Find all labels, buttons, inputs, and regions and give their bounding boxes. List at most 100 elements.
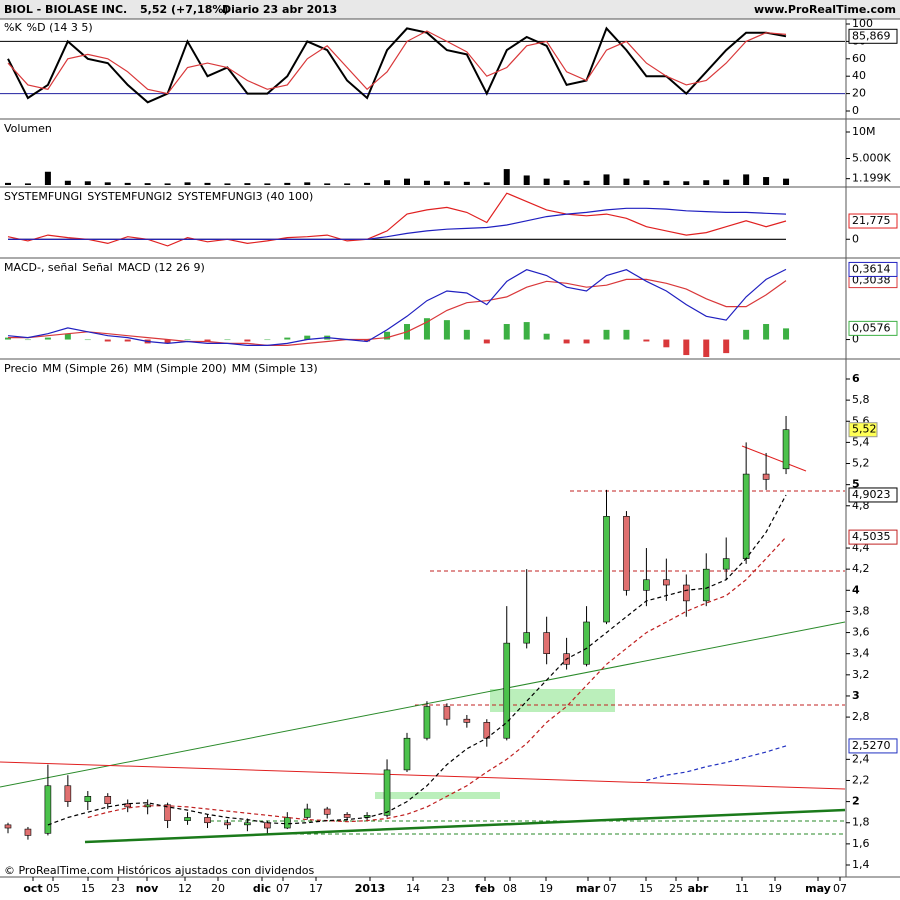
legend-entry: MACD-, señal xyxy=(4,261,77,274)
x-tick-label: 19 xyxy=(539,882,553,895)
candle-body xyxy=(742,473,750,559)
x-tick-label: 07 xyxy=(276,882,290,895)
x-tick-label: dic xyxy=(253,882,271,895)
legend-entry: SYSTEMFUNGI3 (40 100) xyxy=(177,190,313,203)
zone xyxy=(375,792,500,799)
candle-body xyxy=(782,429,790,470)
panel-frames xyxy=(0,18,900,878)
y-tick-label: 100 xyxy=(852,17,873,30)
candle-body xyxy=(583,621,590,665)
candle-body xyxy=(124,803,131,808)
bar xyxy=(603,174,610,185)
bar xyxy=(384,180,391,185)
bar xyxy=(5,182,11,185)
bar xyxy=(264,183,271,185)
legend-entry: SYSTEMFUNGI xyxy=(4,190,82,203)
candle-body xyxy=(523,632,531,644)
y-tick-label: 20 xyxy=(852,87,866,100)
candle-body xyxy=(4,824,12,829)
legend-entry: MM (Simple 13) xyxy=(232,362,318,375)
last-value-label: 0,0576 xyxy=(852,321,891,334)
y-tick-label: 6 xyxy=(852,372,860,385)
bar xyxy=(743,174,750,185)
bar xyxy=(244,183,251,185)
x-tick-label: 23 xyxy=(111,882,125,895)
legend-entry: Precio xyxy=(4,362,38,375)
x-tick-label: 12 xyxy=(178,882,192,895)
series-line xyxy=(7,30,787,95)
candle-body xyxy=(722,558,730,570)
bar xyxy=(384,331,391,340)
bar xyxy=(5,337,11,340)
bar xyxy=(184,182,191,185)
bar xyxy=(244,339,251,342)
last-value-box xyxy=(848,320,898,336)
bar xyxy=(24,339,31,341)
bar xyxy=(64,180,71,185)
last-value-box xyxy=(848,487,898,503)
last-value-label: 4,5035 xyxy=(852,530,891,543)
last-value-box xyxy=(848,529,898,545)
y-tick-label: 4,2 xyxy=(852,562,870,575)
trend-line xyxy=(0,621,846,788)
site: www.ProRealTime.com xyxy=(754,3,896,16)
candle-body xyxy=(323,808,331,815)
bar xyxy=(503,169,510,185)
candle-body xyxy=(503,642,511,739)
y-tick-label: 0 xyxy=(852,232,859,245)
y-tick-label: 4 xyxy=(852,583,860,596)
bar xyxy=(44,171,51,185)
y-tick-label: 60 xyxy=(852,52,866,65)
candle-body xyxy=(303,808,311,818)
bar xyxy=(124,182,131,185)
candle-body xyxy=(164,804,171,821)
x-tick-label: mar xyxy=(576,882,601,895)
y-tick-label: 2,8 xyxy=(852,710,870,723)
bar xyxy=(763,177,770,185)
legend-entry: %D (14 3 5) xyxy=(27,21,93,34)
x-tick-label: 23 xyxy=(441,882,455,895)
last-value-box xyxy=(848,261,898,277)
legend-entry: %K xyxy=(4,21,22,34)
candle-body xyxy=(623,516,630,591)
legend-entry: SYSTEMFUNGI2 xyxy=(87,190,172,203)
candle-body xyxy=(244,822,251,826)
bar xyxy=(144,183,151,185)
bar xyxy=(284,337,291,340)
bar xyxy=(364,339,371,342)
series-line xyxy=(87,536,787,823)
last-value-label: 21,775 xyxy=(852,214,891,227)
candle-body xyxy=(403,737,411,771)
candle-body xyxy=(104,796,112,805)
symbol: BIOL - BIOLASE INC. xyxy=(4,3,127,16)
y-tick-label: 0 xyxy=(852,104,859,117)
bar xyxy=(703,180,710,185)
series-line xyxy=(646,745,787,782)
bar xyxy=(44,337,51,340)
bar xyxy=(104,339,111,342)
bar xyxy=(743,329,750,340)
bar xyxy=(483,182,490,185)
last-value-label: 85,869 xyxy=(852,29,891,42)
bar xyxy=(663,180,670,185)
candle-body xyxy=(44,785,52,834)
bar xyxy=(543,178,550,185)
bar xyxy=(723,339,730,354)
x-tick-label: feb xyxy=(475,882,495,895)
candle-body xyxy=(682,584,690,602)
bar xyxy=(84,181,91,185)
bar xyxy=(663,339,670,348)
candle-body xyxy=(283,817,291,829)
candle-body xyxy=(64,785,72,802)
x-tick-label: 25 xyxy=(669,882,683,895)
x-tick-label: 19 xyxy=(768,882,782,895)
candle-body xyxy=(24,828,32,836)
last-value-box xyxy=(848,738,898,754)
legend-entry: MACD (12 26 9) xyxy=(118,261,205,274)
y-tick-label: 3,4 xyxy=(852,647,870,660)
bar xyxy=(264,339,271,341)
y-tick-label: 1,4 xyxy=(852,858,870,871)
legend-entry: Señal xyxy=(82,261,113,274)
x-tick-label: 17 xyxy=(309,882,323,895)
bar xyxy=(344,183,351,185)
